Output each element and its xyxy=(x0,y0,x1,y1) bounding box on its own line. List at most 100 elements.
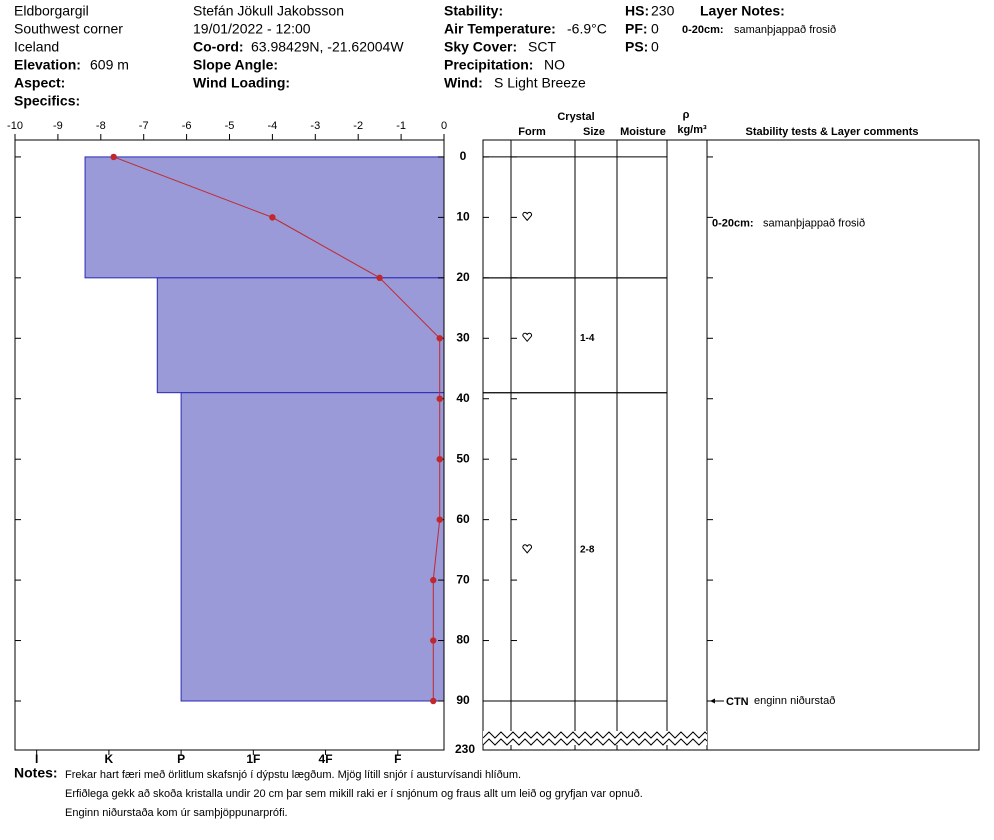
hardness-tick-label: F xyxy=(394,752,401,766)
layer-comment-range: 0-20cm: xyxy=(712,217,754,229)
column-header: ρ xyxy=(683,109,690,121)
hardness-bar xyxy=(180,392,445,702)
location: Eldborgargil xyxy=(14,3,89,19)
field-label: Wind Loading: xyxy=(193,75,290,91)
x-tick-label: -5 xyxy=(225,120,235,132)
y-tick-label: 70 xyxy=(456,572,470,586)
hardness-bar xyxy=(156,277,445,394)
field-label: Sky Cover: xyxy=(444,39,517,55)
temperature-frame xyxy=(14,139,445,751)
break-line xyxy=(482,738,708,746)
y-tick-label: 60 xyxy=(456,512,470,526)
hardness-tick-label: P xyxy=(177,752,185,766)
comments-frame xyxy=(706,139,980,751)
x-tick-label: -8 xyxy=(96,120,106,132)
layer-note-range: 0-20cm: xyxy=(682,24,724,36)
x-tick-label: -1 xyxy=(396,120,406,132)
field-label: Wind: xyxy=(444,75,483,91)
temperature-point xyxy=(436,455,443,463)
field-label: PS: xyxy=(625,39,648,55)
y-tick-label: 50 xyxy=(456,451,470,465)
x-tick-label: -6 xyxy=(182,120,192,132)
location: Iceland xyxy=(14,39,59,55)
x-tick-label: -3 xyxy=(310,120,320,132)
grain-symbol xyxy=(522,211,533,222)
temperature-point xyxy=(430,637,437,644)
temperature-point xyxy=(436,395,443,402)
y-tick-label: 80 xyxy=(456,633,470,647)
field-value: NO xyxy=(544,57,565,73)
y-tick-label: 20 xyxy=(456,270,470,284)
grain-symbol xyxy=(522,544,533,554)
temperature-point xyxy=(430,697,437,705)
y-tick-label: 0 xyxy=(460,149,467,163)
x-tick-label: -4 xyxy=(268,120,278,132)
header: Eldborgargil Southwest corner Iceland El… xyxy=(14,3,836,109)
field-label: Elevation: xyxy=(14,57,81,73)
test-arrow-head xyxy=(710,698,715,704)
column-header: Moisture xyxy=(620,126,666,138)
y-tick-label: 90 xyxy=(456,693,470,707)
crystal-frame xyxy=(482,139,708,751)
layer-note-text: samanþjappað frosið xyxy=(734,24,836,36)
field-value: -6.9°C xyxy=(567,21,607,37)
field-label: Slope Angle: xyxy=(193,57,278,73)
plot: -10 -9 -8 -7 -6 -5 -4 -3 -2 -1 0I K P 1F 4F F0102030405… xyxy=(7,120,865,766)
temperature-point xyxy=(430,576,437,584)
temperature-point xyxy=(436,335,443,342)
column-header: Stability tests & Layer comments xyxy=(745,126,918,138)
notes: Notes: Frekar hart færi með örlitlum ska… xyxy=(14,765,643,819)
observer: Stefán Jökull Jakobsson xyxy=(193,3,344,19)
hardness-tick-label: I xyxy=(35,752,38,766)
notes-label: Notes: xyxy=(14,765,58,781)
field-label: Air Temperature: xyxy=(444,21,556,37)
x-tick-label: -9 xyxy=(53,120,63,132)
temperature-point xyxy=(376,274,383,282)
field-value: 609 m xyxy=(90,57,129,73)
note-line: Frekar hart færi með örlitlum skafsnjó í… xyxy=(65,769,521,781)
field-label: Specifics: xyxy=(14,93,80,109)
break-line xyxy=(482,731,708,739)
ground-depth-label: 230 xyxy=(455,742,475,756)
grain-symbol xyxy=(522,332,533,343)
temperature-line xyxy=(113,156,441,701)
field-label: Co-ord: xyxy=(193,39,244,55)
y-tick-label: 40 xyxy=(456,391,470,405)
x-tick-label: -7 xyxy=(139,120,149,132)
field-value: 63.98429N, -21.62004W xyxy=(251,39,404,55)
test-code: CTN xyxy=(726,696,749,708)
x-tick-label: 0 xyxy=(441,120,447,132)
temperature-point xyxy=(436,516,443,523)
field-label: Aspect: xyxy=(14,75,65,91)
field-label: Layer Notes: xyxy=(700,3,785,19)
datetime: 19/01/2022 - 12:00 xyxy=(193,21,311,37)
layer-comment-text: samanþjappað frosið xyxy=(763,217,865,229)
test-result: enginn niðurstað xyxy=(754,695,835,707)
note-line: Erfiðlega gekk að skoða kristalla undir … xyxy=(65,788,643,800)
temperature-point xyxy=(269,214,276,221)
hardness-tick-label: 4F xyxy=(319,752,333,766)
field-value: 230 xyxy=(651,3,675,19)
y-tick-label: 10 xyxy=(456,210,470,224)
hardness-tick-label: 1F xyxy=(246,752,260,766)
hardness-bar xyxy=(84,156,445,279)
x-tick-label: -10 xyxy=(7,120,23,132)
column-header: Crystal xyxy=(557,111,594,123)
hardness-tick-label: K xyxy=(105,752,114,766)
note-line: Enginn niðurstaða kom úr samþjöppunarpró… xyxy=(65,807,288,819)
x-tick-label: -2 xyxy=(353,120,363,132)
field-value: SCT xyxy=(528,39,556,55)
frames xyxy=(14,139,980,751)
field-label: Stability: xyxy=(444,3,503,19)
temperature-point xyxy=(110,153,117,161)
column-header: Size xyxy=(583,126,605,138)
field-value: 0 xyxy=(651,39,659,55)
column-header: Form xyxy=(518,126,546,138)
grain-size: 2-8 xyxy=(580,545,595,556)
column-headers: Crystal Form Size Moisture ρ kg/m³ Stabi… xyxy=(518,109,918,138)
grain-size: 1-4 xyxy=(580,333,595,344)
field-value: 0 xyxy=(651,21,659,37)
y-tick-label: 30 xyxy=(456,330,470,344)
field-label: Precipitation: xyxy=(444,57,533,73)
